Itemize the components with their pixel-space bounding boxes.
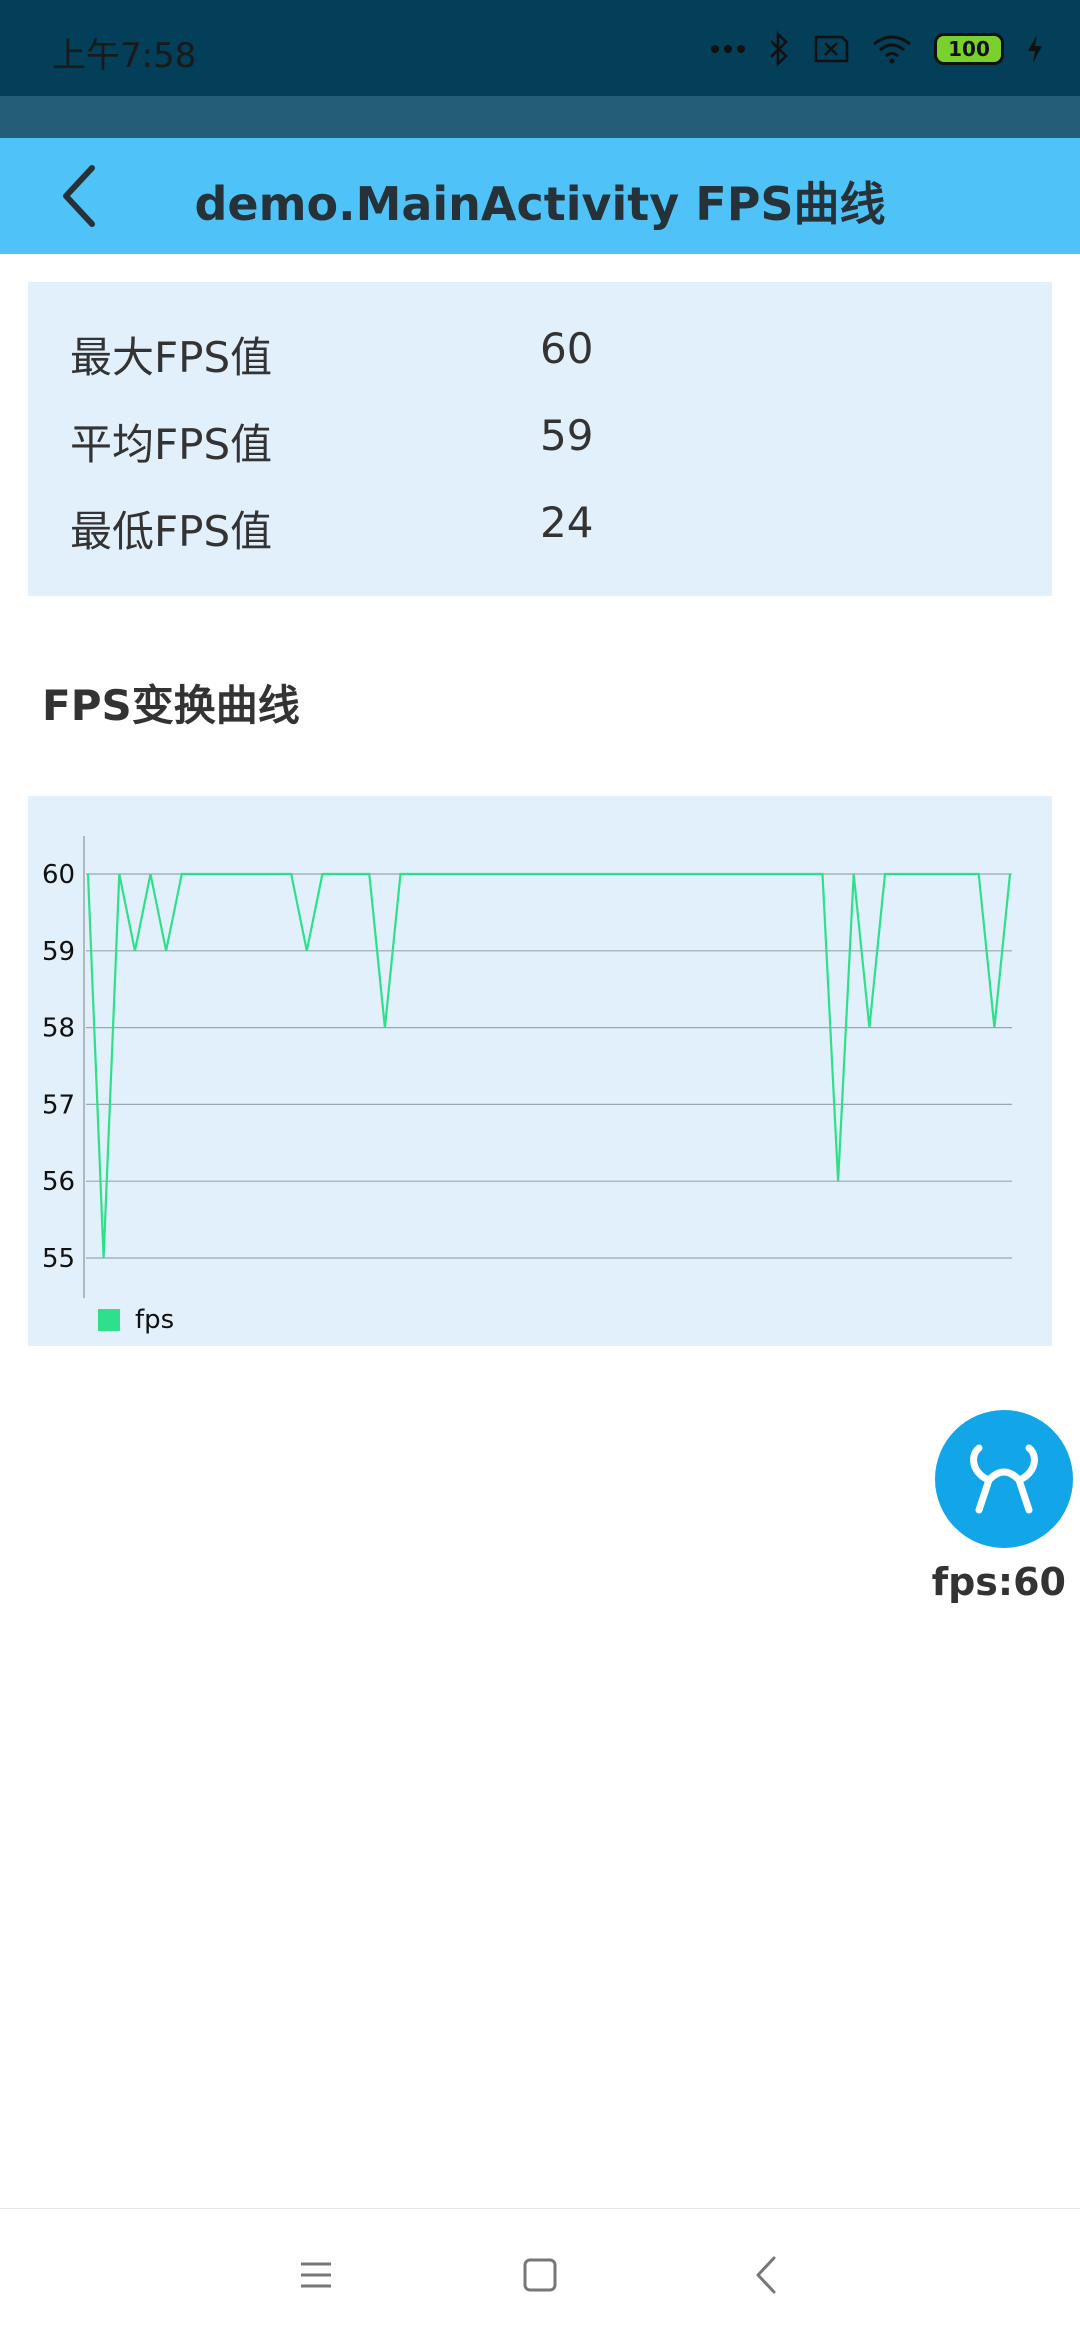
y-tick-label: 60	[42, 860, 75, 890]
status-bar-strip	[0, 96, 1080, 138]
title-bar: demo.MainActivity FPS曲线	[0, 138, 1080, 254]
stat-label: 平均FPS值	[70, 420, 273, 469]
sim-x-icon	[812, 34, 850, 64]
more-dots-icon	[710, 44, 746, 54]
charging-bolt-icon	[1026, 34, 1044, 64]
chart-section-title: FPS变换曲线	[42, 681, 300, 730]
fps-monitor-floating-button[interactable]	[935, 1410, 1073, 1548]
nav-menu-button[interactable]	[284, 2243, 348, 2307]
y-tick-label: 58	[42, 1014, 75, 1044]
legend-label: fps	[135, 1305, 174, 1335]
bluetooth-icon	[768, 31, 790, 67]
y-tick-label: 56	[42, 1167, 75, 1197]
menu-icon	[301, 2262, 331, 2288]
legend-swatch	[98, 1309, 120, 1331]
series-line-fps	[86, 872, 1012, 1259]
status-bar: 上午7:58 100	[0, 0, 1080, 96]
fps-line-chart: 60 59 58 57 56 55 fps	[42, 836, 1012, 1335]
system-nav-bar	[0, 2208, 1080, 2341]
back-button[interactable]	[44, 160, 116, 232]
home-icon	[523, 2258, 557, 2292]
chevron-left-icon	[63, 165, 95, 227]
y-tick-label: 59	[42, 937, 75, 967]
back-icon	[756, 2256, 776, 2294]
logo-y-icon	[970, 1444, 1038, 1514]
nav-home-button[interactable]	[508, 2243, 572, 2307]
page-title: demo.MainActivity FPS曲线	[194, 177, 886, 231]
fps-chart-card: 60 59 58 57 56 55 fps	[28, 796, 1052, 1346]
stat-value: 60	[540, 324, 594, 373]
fps-readout: fps:60	[931, 1560, 1066, 1604]
stat-value: 59	[540, 411, 594, 460]
y-tick-label: 57	[42, 1090, 75, 1120]
fps-stats-card: 最大FPS值 60 平均FPS值 59 最低FPS值 24	[28, 282, 1052, 596]
status-icons: 100	[710, 24, 1044, 74]
y-tick-label: 55	[42, 1244, 75, 1274]
nav-back-button[interactable]	[734, 2243, 798, 2307]
stat-label: 最大FPS值	[70, 333, 273, 382]
battery-icon: 100	[934, 33, 1004, 65]
status-time: 上午7:58	[52, 36, 197, 76]
stat-value: 24	[540, 498, 594, 547]
stat-label: 最低FPS值	[70, 507, 273, 556]
wifi-icon	[872, 34, 912, 64]
